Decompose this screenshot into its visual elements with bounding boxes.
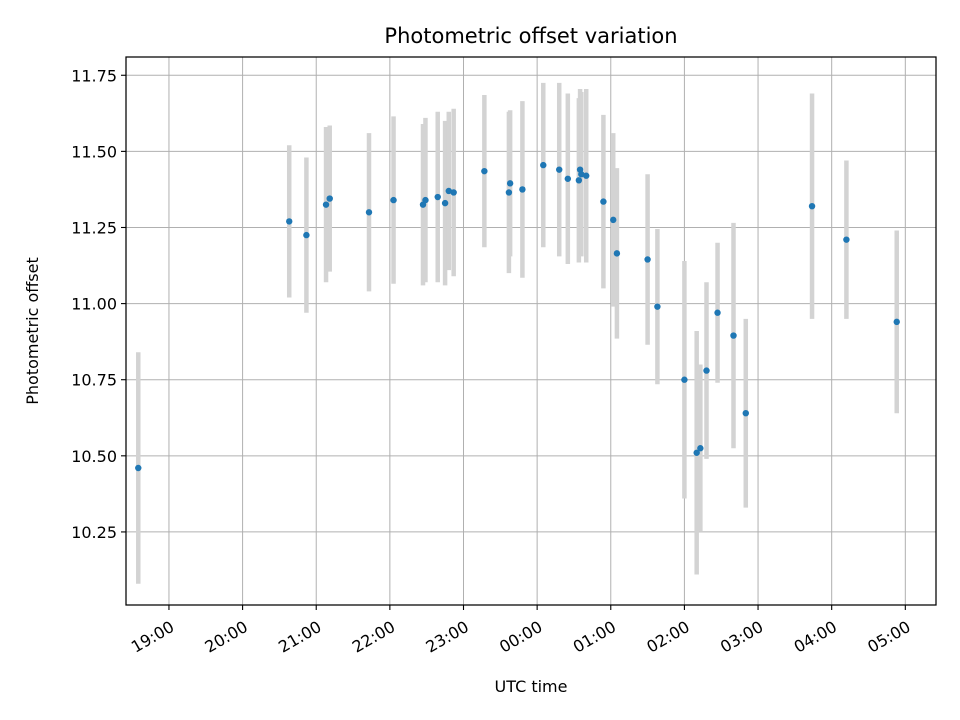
x-tick-label: 00:00 [496, 617, 545, 657]
data-point [714, 309, 721, 316]
data-point [450, 189, 457, 196]
data-point [286, 218, 293, 225]
x-tick-label: 20:00 [202, 617, 251, 657]
data-point [843, 236, 850, 243]
data-point [697, 445, 704, 452]
data-point [519, 186, 526, 193]
x-tick-label: 22:00 [349, 617, 398, 657]
data-point [322, 201, 330, 208]
data-point [742, 410, 749, 417]
y-axis-ticks: 10.25 10.50 10.75 11.00 11.25 11.50 11.75 [71, 66, 126, 542]
y-tick-label: 11.25 [71, 218, 117, 237]
y-axis-label: Photometric offset [23, 257, 42, 405]
x-tick-label: 02:00 [643, 617, 692, 657]
y-tick-label: 11.50 [71, 142, 117, 161]
data-point [654, 303, 661, 310]
data-point [303, 231, 310, 239]
grid [126, 57, 936, 605]
x-tick-label: 19:00 [128, 617, 177, 657]
data-point [610, 216, 617, 224]
x-tick-label: 21:00 [275, 617, 324, 657]
data-point [578, 171, 585, 178]
data-point [808, 202, 816, 210]
plot-frame [125, 56, 937, 606]
data-point [556, 166, 563, 173]
data-points [135, 161, 900, 472]
data-point [445, 187, 452, 195]
x-tick-label: 05:00 [864, 617, 913, 657]
y-tick-label: 10.50 [71, 447, 117, 466]
data-point [540, 161, 547, 169]
y-tick-label: 10.75 [71, 371, 117, 390]
data-point [893, 318, 900, 326]
data-point [505, 189, 513, 196]
chart-title: Photometric offset variation [384, 24, 677, 48]
data-point [693, 449, 700, 456]
data-point [583, 172, 590, 179]
data-point [600, 198, 607, 205]
data-point [434, 193, 441, 201]
x-tick-label: 01:00 [570, 617, 619, 657]
data-point [422, 196, 429, 204]
data-point [681, 376, 688, 383]
data-point [575, 177, 583, 184]
error-bars [136, 82, 899, 584]
x-tick-label: 23:00 [422, 617, 471, 657]
data-point [481, 167, 488, 175]
x-tick-label: 03:00 [717, 617, 766, 657]
y-tick-label: 11.00 [71, 295, 117, 314]
data-point [613, 250, 621, 257]
data-point [365, 209, 373, 216]
data-point [564, 175, 572, 182]
x-axis-label: UTC time [495, 677, 568, 696]
data-point [441, 199, 449, 207]
y-tick-label: 11.75 [71, 66, 117, 85]
y-tick-label: 10.25 [71, 523, 117, 542]
x-axis-ticks: 19:00 20:00 21:00 22:00 23:00 00:00 01:00 02:00… [128, 605, 914, 657]
data-point [730, 332, 737, 339]
data-point [703, 367, 710, 374]
data-point [506, 180, 514, 187]
data-point [326, 195, 333, 202]
data-point [644, 256, 651, 263]
x-tick-label: 04:00 [791, 617, 840, 657]
data-point [135, 464, 142, 472]
data-point [390, 196, 397, 204]
